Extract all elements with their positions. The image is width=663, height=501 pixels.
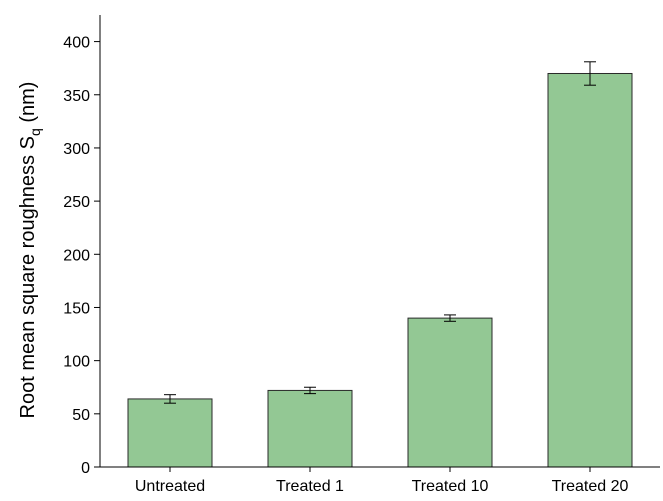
y-label-unit: (nm) (17, 82, 39, 129)
y-label-subscript: q (27, 128, 43, 136)
y-tick-label: 250 (63, 194, 90, 211)
y-tick-label: 100 (63, 354, 90, 371)
y-tick-label: 350 (63, 88, 90, 105)
x-tick-label: Treated 10 (412, 478, 489, 495)
bar (547, 72, 633, 468)
y-tick-label: 400 (63, 35, 90, 52)
error-bar (584, 61, 596, 86)
bar (127, 398, 213, 468)
error-bar (304, 386, 316, 395)
bar (407, 317, 493, 468)
y-tick-label: 200 (63, 247, 90, 264)
error-bar (164, 394, 176, 404)
x-tick-label: Treated 20 (552, 478, 629, 495)
y-label-text: Root mean square roughness S (17, 136, 39, 418)
y-tick-label: 50 (72, 407, 90, 424)
y-tick-label: 0 (81, 460, 90, 477)
y-tick-label: 300 (63, 141, 90, 158)
y-tick-label: 150 (63, 300, 90, 317)
bar (267, 389, 353, 468)
error-bar (444, 314, 456, 322)
y-axis-label: Root mean square roughness Sq (nm) (17, 82, 43, 419)
x-tick-label: Untreated (135, 478, 205, 495)
x-tick-label: Treated 1 (276, 478, 344, 495)
